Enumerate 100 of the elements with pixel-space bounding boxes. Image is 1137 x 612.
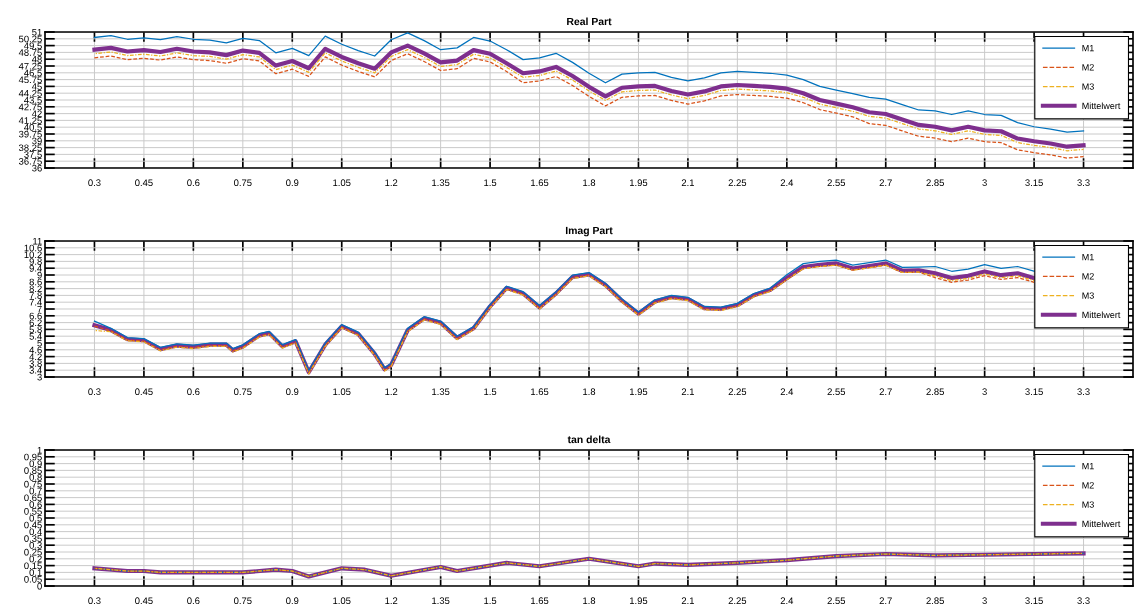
y-tick-label: 7.8: [29, 292, 42, 299]
y-tick-label: 0.4: [29, 528, 42, 536]
y-tick-label: 42.75: [18, 103, 42, 111]
y-tick-label: 0.25: [24, 548, 42, 556]
legend-label: M2: [1082, 273, 1094, 280]
x-tick-label: 2.4: [780, 597, 794, 604]
x-tick-label: 1.95: [629, 597, 648, 605]
y-tick-label: 48: [31, 56, 42, 63]
x-tick-label: 1.8: [583, 597, 596, 605]
x-tick-label: 2.85: [926, 597, 944, 605]
y-tick-label: 0.55: [24, 508, 42, 515]
y-tick-label: 7.4: [29, 299, 42, 306]
y-tick-label: 0.95: [24, 453, 42, 461]
x-tick-label: 2.7: [879, 597, 892, 604]
y-tick-label: 40.5: [24, 124, 42, 131]
y-tick-label: 0.85: [24, 467, 42, 474]
legend-label: M1: [1082, 462, 1094, 470]
y-tick-label: 0.2: [29, 555, 42, 563]
y-tick-label: 39.75: [18, 130, 42, 138]
x-tick-label: 1.2: [385, 388, 398, 395]
y-tick-label: 9.4: [29, 265, 42, 272]
y-tick-label: 0.45: [24, 521, 42, 529]
x-tick-label: 2.7: [879, 388, 892, 395]
x-tick-label: 3: [982, 388, 987, 396]
y-tick-label: 49.5: [24, 42, 42, 50]
x-tick-label: 0.9: [286, 388, 299, 396]
x-tick-label: 1.8: [583, 179, 596, 187]
x-tick-label: 2.4: [780, 179, 794, 186]
x-tick-label: 1.5: [484, 388, 497, 396]
x-tick-label: 0.3: [88, 597, 101, 605]
x-tick-label: 1.5: [484, 179, 497, 187]
x-tick-label: 2.1: [681, 179, 695, 186]
y-tick-label: 43.5: [24, 96, 42, 104]
x-tick-label: 2.1: [681, 597, 695, 604]
y-tick-label: 45.75: [18, 76, 42, 84]
legend-label: M1: [1082, 253, 1094, 261]
y-tick-label: 0.5: [29, 514, 42, 522]
x-tick-label: 1.05: [333, 597, 351, 605]
y-tick-label: 47.25: [18, 62, 42, 70]
x-tick-label: 1.35: [432, 388, 450, 396]
y-tick-label: 7: [37, 305, 42, 313]
x-tick-label: 2.4: [780, 388, 794, 395]
y-tick-label: 8.6: [29, 278, 42, 286]
y-tick-label: 0.65: [24, 494, 42, 502]
x-tick-label: 3.15: [1025, 179, 1043, 187]
chart-title: tan delta: [567, 435, 611, 444]
y-tick-label: 0.9: [29, 460, 42, 468]
x-tick-label: 0.45: [135, 597, 153, 605]
legend-label: M1: [1082, 44, 1094, 52]
y-tick-label: 9: [37, 271, 42, 279]
y-tick-label: 3.8: [29, 360, 42, 367]
x-tick-label: 0.3: [88, 388, 101, 396]
y-tick-label: 36.75: [18, 158, 42, 165]
x-tick-label: 2.25: [728, 597, 747, 605]
x-tick-label: 2.7: [879, 179, 892, 186]
x-tick-label: 3: [982, 179, 987, 187]
y-tick-label: 0.8: [29, 474, 42, 481]
x-tick-label: 2.1: [681, 388, 695, 395]
y-tick-label: 0: [37, 582, 42, 590]
x-tick-label: 0.9: [286, 597, 299, 605]
y-tick-label: 6.2: [29, 319, 42, 327]
y-tick-label: 38.25: [18, 144, 42, 152]
y-tick-label: 0.75: [24, 480, 42, 488]
x-tick-label: 1.95: [629, 179, 648, 187]
x-tick-label: 1.95: [629, 388, 648, 396]
x-tick-label: 0.9: [286, 179, 299, 187]
y-tick-label: 4.6: [29, 346, 42, 354]
x-tick-label: 1.05: [333, 388, 351, 396]
y-tick-label: 41.25: [18, 117, 42, 124]
y-tick-label: 37.5: [24, 151, 42, 158]
y-tick-label: 0.3: [29, 542, 42, 549]
x-tick-label: 0.6: [187, 179, 200, 187]
x-tick-label: 1.2: [385, 179, 398, 186]
x-tick-label: 1.65: [531, 388, 549, 396]
legend-label: M3: [1082, 501, 1094, 508]
x-tick-label: 3.15: [1025, 388, 1043, 396]
x-tick-label: 1.8: [583, 388, 596, 396]
x-tick-label: 0.75: [234, 388, 252, 396]
y-tick-label: 4.2: [29, 353, 42, 361]
legend-label: M2: [1082, 64, 1094, 71]
chart-title: Real Part: [567, 17, 612, 26]
x-tick-label: 3.3: [1077, 597, 1090, 605]
legend-label: M2: [1082, 482, 1094, 489]
x-tick-label: 0.6: [187, 597, 200, 605]
x-tick-label: 0.75: [234, 597, 252, 605]
y-tick-label: 1: [37, 446, 42, 454]
legend-label: M3: [1082, 292, 1094, 299]
x-tick-label: 2.55: [827, 388, 846, 396]
legend-label: Mittelwert: [1082, 311, 1121, 319]
y-tick-label: 10.6: [24, 244, 42, 252]
y-tick-label: 0.1: [29, 569, 42, 576]
y-tick-label: 0.05: [24, 576, 42, 583]
y-tick-label: 5: [37, 339, 42, 347]
y-tick-label: 6.6: [29, 312, 42, 320]
y-tick-label: 44.25: [18, 90, 42, 97]
y-tick-label: 0.7: [29, 487, 42, 495]
x-tick-label: 1.65: [531, 597, 549, 605]
x-tick-label: 3.3: [1077, 388, 1090, 396]
x-tick-label: 2.85: [926, 179, 944, 187]
x-tick-label: 3.15: [1025, 597, 1043, 605]
